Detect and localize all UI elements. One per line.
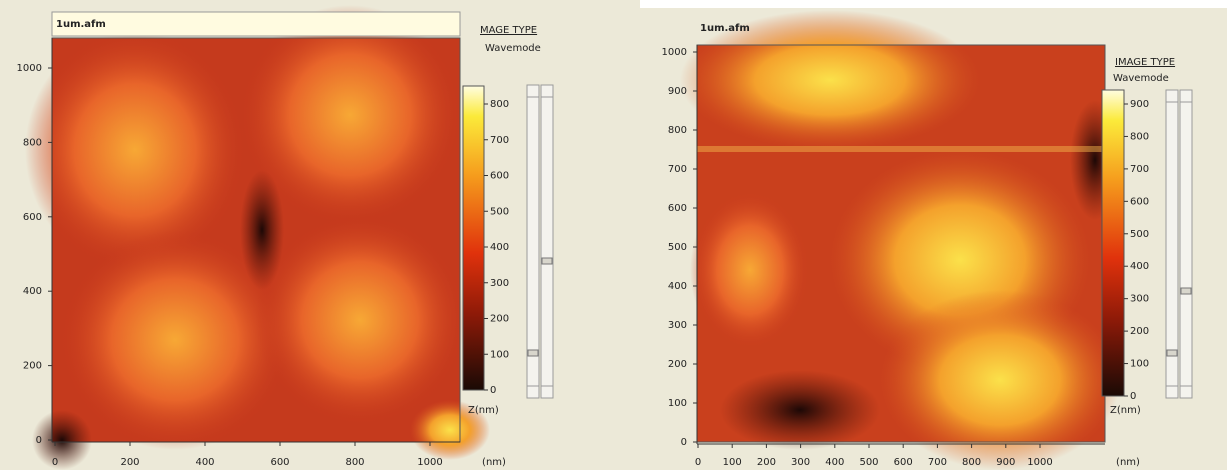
tab-strip <box>640 0 1227 8</box>
x-tick-label: 800 <box>345 457 364 468</box>
z-tick-label: 400 <box>490 242 509 253</box>
y-tick-label: 400 <box>668 281 687 292</box>
z-label: Z(nm) <box>1110 405 1141 416</box>
y-tick-label: 800 <box>668 125 687 136</box>
x-tick-label: 900 <box>996 457 1015 468</box>
z-tick-label: 500 <box>1130 229 1149 240</box>
y-tick-label: 500 <box>668 242 687 253</box>
image-title: 1um.afm <box>700 23 750 34</box>
x-tick-label: 700 <box>928 457 947 468</box>
scroll-up[interactable] <box>1179 89 1193 103</box>
image-type: IMAGE TYPE <box>1115 57 1175 68</box>
x-tick-label: 200 <box>120 457 139 468</box>
z-tick-label: 600 <box>1130 196 1149 207</box>
y-tick-label: 1000 <box>662 47 687 58</box>
color-bar <box>1101 89 1125 397</box>
scroll-down[interactable] <box>1179 385 1193 399</box>
x-tick-label: 1000 <box>1027 457 1052 468</box>
x-tick-label: 400 <box>195 457 214 468</box>
y-tick-label: 400 <box>23 286 42 297</box>
scrollbar[interactable] <box>1179 89 1193 399</box>
y-tick-label: 600 <box>23 212 42 223</box>
z-tick-label: 200 <box>1130 326 1149 337</box>
z-label: Z(nm) <box>468 405 499 416</box>
x-tick-label: 0 <box>52 457 58 468</box>
color-bar <box>462 85 485 391</box>
z-tick-label: 200 <box>490 314 509 325</box>
x-tick-label: 300 <box>791 457 810 468</box>
y-tick-label: 200 <box>23 361 42 372</box>
right-image <box>680 10 1120 470</box>
scroll-down[interactable] <box>526 385 540 399</box>
z-tick-label: 600 <box>490 171 509 182</box>
left-image <box>25 5 490 470</box>
y-tick-label: 700 <box>668 164 687 175</box>
x-tick-label: 600 <box>270 457 289 468</box>
z-tick-label: 800 <box>1130 131 1149 142</box>
y-tick-label: 300 <box>668 320 687 331</box>
y-tick-label: 0 <box>36 435 42 446</box>
x-tick-label: 100 <box>723 457 742 468</box>
scroll-up[interactable] <box>1165 89 1179 103</box>
z-tick-label: 700 <box>1130 164 1149 175</box>
scroll-thumb[interactable] <box>1166 349 1178 357</box>
scroll-thumb[interactable] <box>1180 287 1192 295</box>
scroll-up[interactable] <box>526 84 540 98</box>
z-tick-label: 800 <box>490 99 509 110</box>
scroll-down[interactable] <box>540 385 554 399</box>
scroll-up[interactable] <box>540 84 554 98</box>
x-tick-label: 0 <box>695 457 701 468</box>
x-tick-label: 400 <box>825 457 844 468</box>
mode: Wavemode <box>485 43 541 54</box>
x-tick-label: 600 <box>894 457 913 468</box>
y-tick-label: 900 <box>668 86 687 97</box>
y-tick-label: 1000 <box>17 63 42 74</box>
y-tick-label: 0 <box>681 437 687 448</box>
scroll-down[interactable] <box>1165 385 1179 399</box>
z-tick-label: 900 <box>1130 99 1149 110</box>
y-tick-label: 100 <box>668 398 687 409</box>
z-tick-label: 700 <box>490 135 509 146</box>
z-tick-label: 100 <box>490 349 509 360</box>
x-tick-label: 200 <box>757 457 776 468</box>
y-tick-label: 200 <box>668 359 687 370</box>
z-tick-label: 100 <box>1130 359 1149 370</box>
x-unit: (nm) <box>482 457 506 468</box>
mode: Wavemode <box>1113 73 1169 84</box>
z-tick-label: 300 <box>490 278 509 289</box>
z-tick-label: 500 <box>490 206 509 217</box>
y-tick-label: 800 <box>23 137 42 148</box>
x-unit: (nm) <box>1116 457 1140 468</box>
x-tick-label: 800 <box>962 457 981 468</box>
scroll-thumb[interactable] <box>527 349 539 357</box>
image-title: 1um.afm <box>56 19 106 30</box>
z-tick-label: 300 <box>1130 294 1149 305</box>
scroll-thumb[interactable] <box>541 257 553 265</box>
image-type: MAGE TYPE <box>480 25 537 36</box>
scrollbar[interactable] <box>540 84 554 399</box>
x-tick-label: 500 <box>859 457 878 468</box>
z-tick-label: 0 <box>1130 391 1136 402</box>
y-tick-label: 600 <box>668 203 687 214</box>
z-tick-label: 0 <box>490 385 496 396</box>
x-tick-label: 1000 <box>417 457 442 468</box>
title-bar <box>51 11 461 37</box>
z-tick-label: 400 <box>1130 261 1149 272</box>
